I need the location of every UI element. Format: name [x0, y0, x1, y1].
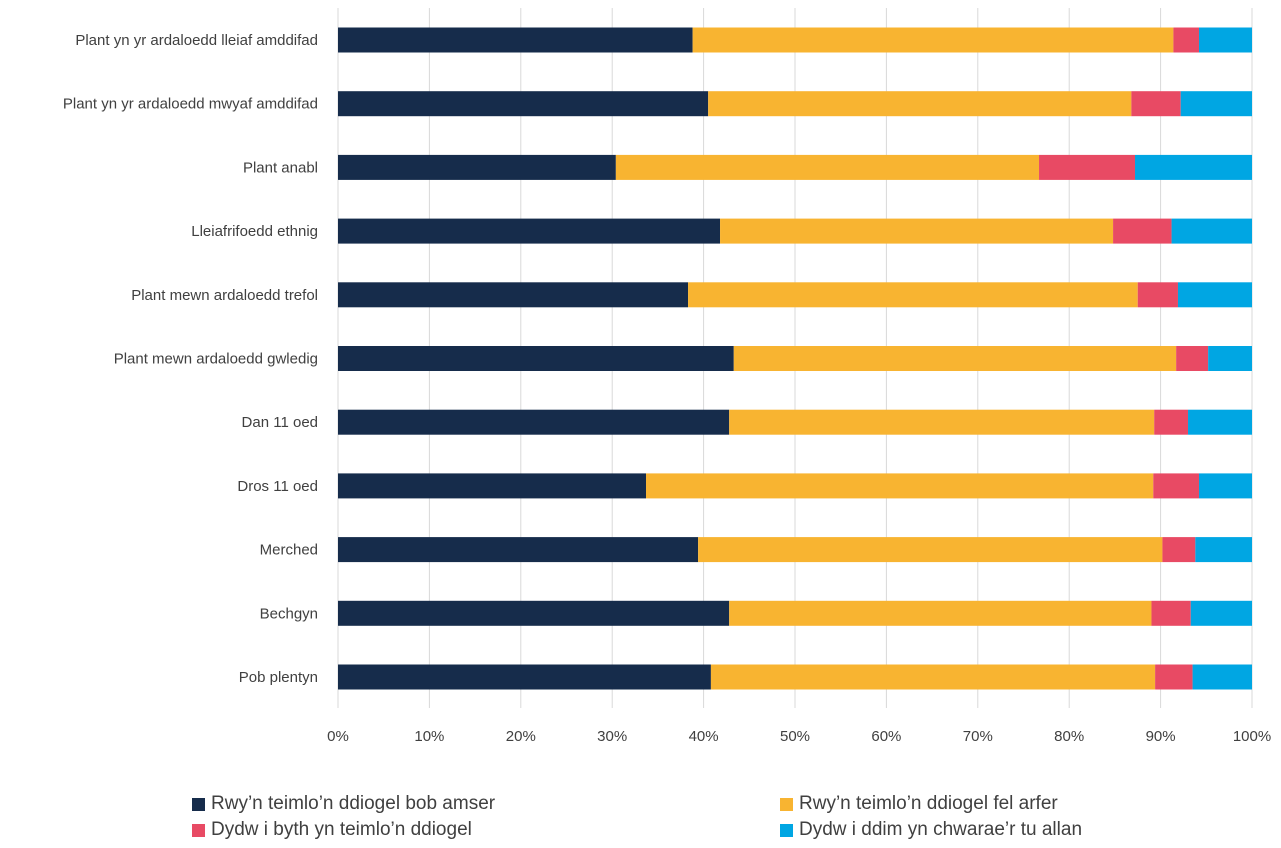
bar-segment: [688, 282, 1138, 308]
x-tick-label: 90%: [1146, 728, 1176, 745]
bar-segment: [1162, 537, 1196, 563]
bar-segment: [692, 27, 1174, 53]
category-label: Pob plentyn: [239, 669, 318, 686]
category-labels: Plant yn yr ardaloedd lleiaf amddifad Pla…: [63, 32, 318, 686]
bar-segment: [1173, 27, 1199, 53]
x-tick-label: 20%: [506, 728, 536, 745]
bar-segment: [1153, 473, 1199, 499]
bar-segment: [338, 282, 689, 308]
bar-segment: [708, 91, 1132, 117]
x-tick-label: 10%: [414, 728, 444, 745]
bar-segment: [1190, 600, 1252, 626]
bar-segment: [1131, 91, 1181, 117]
bar-segment: [1154, 409, 1189, 435]
bar-segment: [1195, 537, 1252, 563]
bar-segment: [1155, 664, 1193, 690]
bar-segment: [733, 346, 1177, 371]
bar-segment: [1177, 282, 1252, 308]
bar-segment: [338, 600, 730, 626]
bar-segment: [729, 409, 1155, 435]
bar-segment: [1113, 218, 1172, 244]
bar-segment: [338, 346, 734, 371]
bar-segment: [1198, 27, 1252, 53]
category-label: Plant yn yr ardaloedd mwyaf amddifad: [63, 96, 318, 113]
bar-segment: [338, 218, 721, 244]
bar-segment: [338, 537, 699, 563]
category-label: Plant mewn ardaloedd gwledig: [114, 351, 318, 368]
bar-segment: [1188, 409, 1252, 435]
category-label: Plant anabl: [243, 159, 318, 176]
category-label: Merched: [260, 542, 318, 559]
bar-segment: [698, 537, 1163, 563]
bar-segment: [1198, 473, 1252, 499]
bar-segment: [1171, 218, 1252, 244]
bar-segment: [1208, 346, 1252, 371]
bar-segment: [1039, 154, 1136, 180]
bars: [338, 27, 1252, 690]
x-tick-label: 30%: [597, 728, 627, 745]
bar-segment: [1135, 154, 1252, 180]
x-tick-label: 80%: [1054, 728, 1084, 745]
x-tick-labels: 0% 10% 20% 30% 40% 50% 60% 70% 80% 90% 100%: [327, 728, 1271, 745]
bar-segment: [1137, 282, 1178, 308]
bar-segment: [720, 218, 1114, 244]
bar-segment: [1192, 664, 1252, 690]
bar-segment: [338, 27, 693, 53]
x-tick-label: 50%: [780, 728, 810, 745]
x-tick-label: 40%: [689, 728, 719, 745]
bar-segment: [338, 154, 616, 180]
x-tick-label: 70%: [963, 728, 993, 745]
category-label: Lleiafrifoedd ethnig: [191, 223, 318, 240]
bar-segment: [615, 154, 1040, 180]
bar-segment: [338, 473, 647, 499]
x-tick-label: 60%: [871, 728, 901, 745]
bar-segment: [1180, 91, 1252, 117]
bar-segment: [338, 664, 711, 690]
bar-segment: [338, 91, 709, 117]
category-label: Bechgyn: [260, 605, 318, 622]
bar-segment: [729, 600, 1152, 626]
x-tick-label: 100%: [1233, 728, 1271, 745]
bar-segment: [710, 664, 1156, 690]
x-tick-label: 0%: [327, 728, 349, 745]
bar-segment: [338, 409, 730, 435]
bar-segment: [1176, 346, 1209, 371]
bar-segment: [646, 473, 1154, 499]
category-label: Dan 11 oed: [242, 414, 318, 431]
category-label: Plant mewn ardaloedd trefol: [131, 287, 318, 304]
category-label: Dros 11 oed: [237, 478, 318, 495]
bar-segment: [1151, 600, 1191, 626]
category-label: Plant yn yr ardaloedd lleiaf amddifad: [75, 32, 318, 49]
